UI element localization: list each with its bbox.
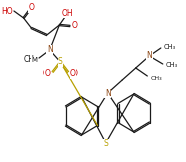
Text: CH₃: CH₃: [150, 75, 162, 81]
Text: M: M: [31, 57, 37, 63]
Text: OH: OH: [61, 8, 73, 17]
Text: N: N: [146, 52, 152, 60]
Text: O: O: [45, 69, 51, 79]
Text: O: O: [72, 69, 78, 77]
Text: CH₃: CH₃: [24, 54, 38, 64]
Text: O: O: [70, 69, 76, 79]
Text: S: S: [103, 139, 108, 149]
Text: S: S: [58, 58, 63, 66]
Text: O: O: [72, 22, 78, 30]
Text: CH₃: CH₃: [166, 62, 178, 68]
Text: O: O: [43, 69, 49, 77]
Text: N: N: [105, 88, 110, 98]
Text: O: O: [28, 4, 34, 12]
Text: CH₃: CH₃: [164, 44, 176, 50]
Text: N: N: [47, 46, 53, 54]
Text: HO: HO: [1, 6, 13, 16]
